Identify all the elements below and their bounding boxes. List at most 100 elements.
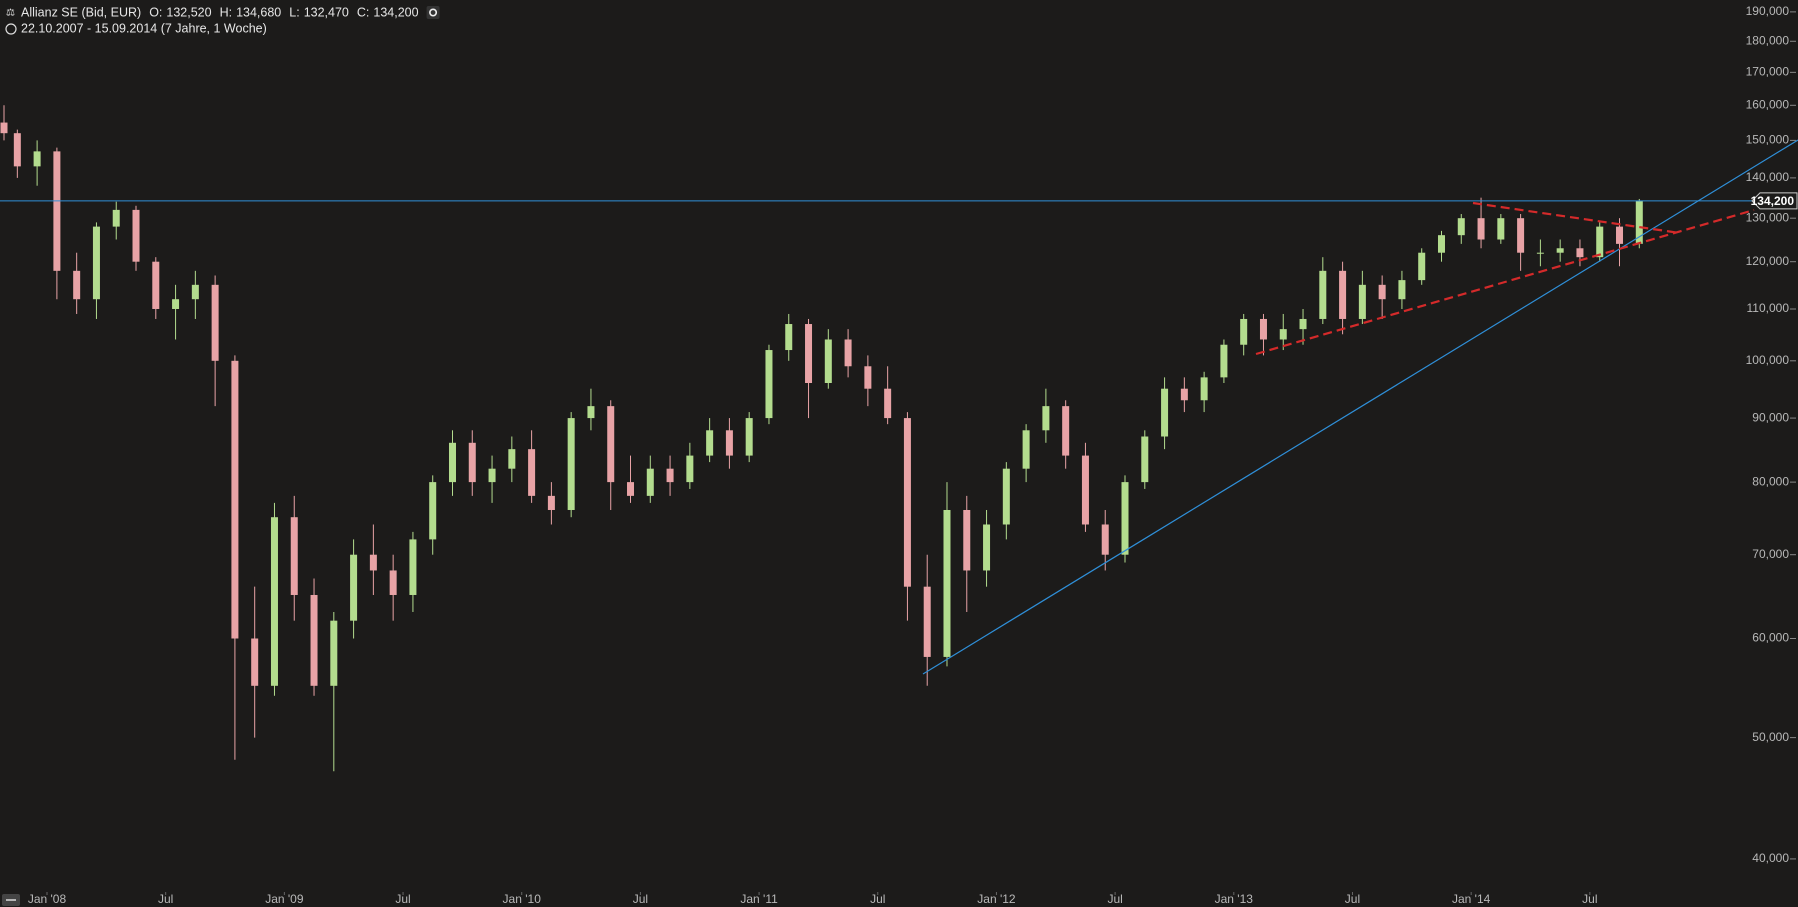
chart-subtitle: 22.10.2007 - 15.09.2014 (7 Jahre, 1 Woch… bbox=[21, 21, 267, 35]
candle-body bbox=[1556, 248, 1564, 253]
x-tick-label: Jul bbox=[870, 892, 885, 906]
candle-body bbox=[270, 517, 278, 686]
ohlc-name: L: bbox=[289, 5, 299, 19]
candle-body bbox=[1002, 468, 1010, 525]
ohlc-name: H: bbox=[220, 5, 233, 19]
settings-button[interactable] bbox=[426, 6, 440, 19]
plot bbox=[0, 105, 1643, 772]
candle-body bbox=[468, 442, 476, 483]
y-tick-label: 40,000 bbox=[1752, 851, 1789, 865]
x-tick-label: Jul bbox=[633, 892, 648, 906]
x-tick-label: Jul bbox=[1345, 892, 1360, 906]
candle-body bbox=[488, 468, 496, 483]
candle-body bbox=[429, 482, 437, 540]
ohlc-value: 134,200 bbox=[373, 5, 418, 19]
chart-icon: ⚖ bbox=[6, 8, 15, 19]
candle-body bbox=[13, 133, 21, 167]
y-tick-label: 70,000 bbox=[1752, 547, 1789, 561]
candle-body bbox=[1378, 284, 1386, 300]
candle-body bbox=[1457, 218, 1465, 236]
candle-body bbox=[805, 324, 813, 383]
candle-body bbox=[706, 430, 714, 456]
price-tag bbox=[1751, 192, 1798, 210]
candle-body bbox=[666, 468, 674, 483]
candle-body bbox=[112, 209, 120, 227]
ohlc-name: O: bbox=[149, 5, 162, 19]
candle-body bbox=[191, 284, 199, 300]
candle-body bbox=[884, 388, 892, 419]
candle-body bbox=[864, 366, 872, 389]
candle-body bbox=[1081, 455, 1089, 525]
candle-body bbox=[983, 524, 991, 571]
candle-body bbox=[1596, 226, 1604, 258]
y-tick-label: 60,000 bbox=[1752, 631, 1789, 645]
y-tick-label: 100,000 bbox=[1746, 353, 1790, 367]
candle-body bbox=[607, 406, 615, 483]
trend-line bbox=[1255, 208, 1755, 356]
x-tick-label: Jul bbox=[1582, 892, 1597, 906]
candle-body bbox=[231, 360, 239, 639]
candle-body bbox=[172, 299, 180, 309]
candle-body bbox=[567, 418, 575, 510]
candle-body bbox=[211, 284, 219, 361]
candle-body bbox=[1240, 318, 1248, 345]
candle-body bbox=[745, 418, 753, 456]
ohlc-value: 132,520 bbox=[166, 5, 211, 19]
candle-body bbox=[132, 209, 140, 262]
candle-body bbox=[1576, 248, 1584, 258]
x-tick-label: Jan '12 bbox=[977, 892, 1016, 906]
candle-body bbox=[963, 509, 971, 571]
candle-body bbox=[1259, 318, 1267, 340]
y-tick-label: 160,000 bbox=[1746, 97, 1790, 111]
x-tick-label: Jan '08 bbox=[28, 892, 67, 906]
candle-body bbox=[903, 418, 911, 587]
candle-body bbox=[1220, 344, 1228, 378]
candle-body bbox=[152, 261, 160, 309]
candle-body bbox=[389, 570, 397, 595]
candle-body bbox=[73, 270, 81, 300]
y-tick-label: 120,000 bbox=[1746, 254, 1790, 268]
y-tick-label: 180,000 bbox=[1746, 33, 1790, 47]
candle-body bbox=[587, 406, 595, 419]
y-tick-label: 170,000 bbox=[1746, 65, 1790, 79]
candle-body bbox=[923, 586, 931, 657]
x-tick-label: Jul bbox=[1107, 892, 1122, 906]
x-tick-label: Jan '10 bbox=[503, 892, 542, 906]
candle-body bbox=[53, 151, 61, 271]
x-tick-label: Jan '13 bbox=[1215, 892, 1254, 906]
candle-body bbox=[1358, 284, 1366, 319]
x-tick-label: Jul bbox=[158, 892, 173, 906]
clock-icon bbox=[5, 23, 17, 35]
candle-body bbox=[1437, 235, 1445, 253]
y-tick-label: 190,000 bbox=[1746, 4, 1790, 18]
candle-body bbox=[33, 151, 41, 167]
candle-body bbox=[1497, 218, 1505, 240]
candle-body bbox=[785, 324, 793, 351]
candle-body bbox=[686, 455, 694, 483]
trend-line bbox=[1472, 201, 1681, 235]
candle-body bbox=[528, 449, 536, 496]
candle-body bbox=[646, 468, 654, 496]
candle-body bbox=[409, 539, 417, 595]
candle-body bbox=[1042, 406, 1050, 431]
candle-body bbox=[92, 226, 100, 300]
trend-line bbox=[922, 139, 1798, 675]
y-tick-label: 80,000 bbox=[1752, 474, 1789, 488]
x-tick-label: Jan '11 bbox=[740, 892, 778, 906]
candle-body bbox=[330, 620, 338, 686]
candle-body bbox=[824, 339, 832, 383]
candle-body bbox=[1101, 524, 1109, 555]
candle-body bbox=[1398, 280, 1406, 300]
candle-body bbox=[1062, 406, 1070, 456]
chart-title: Allianz SE (Bid, EUR) bbox=[21, 5, 141, 19]
candle-body bbox=[310, 594, 318, 686]
x-tick-label: Jul bbox=[395, 892, 410, 906]
candle-body bbox=[725, 430, 733, 456]
ohlc-value: 134,680 bbox=[236, 5, 281, 19]
y-tick-label: 130,000 bbox=[1746, 210, 1790, 224]
candle-body bbox=[943, 509, 951, 657]
y-tick-label: 150,000 bbox=[1746, 133, 1790, 147]
candle-body bbox=[1477, 218, 1485, 240]
